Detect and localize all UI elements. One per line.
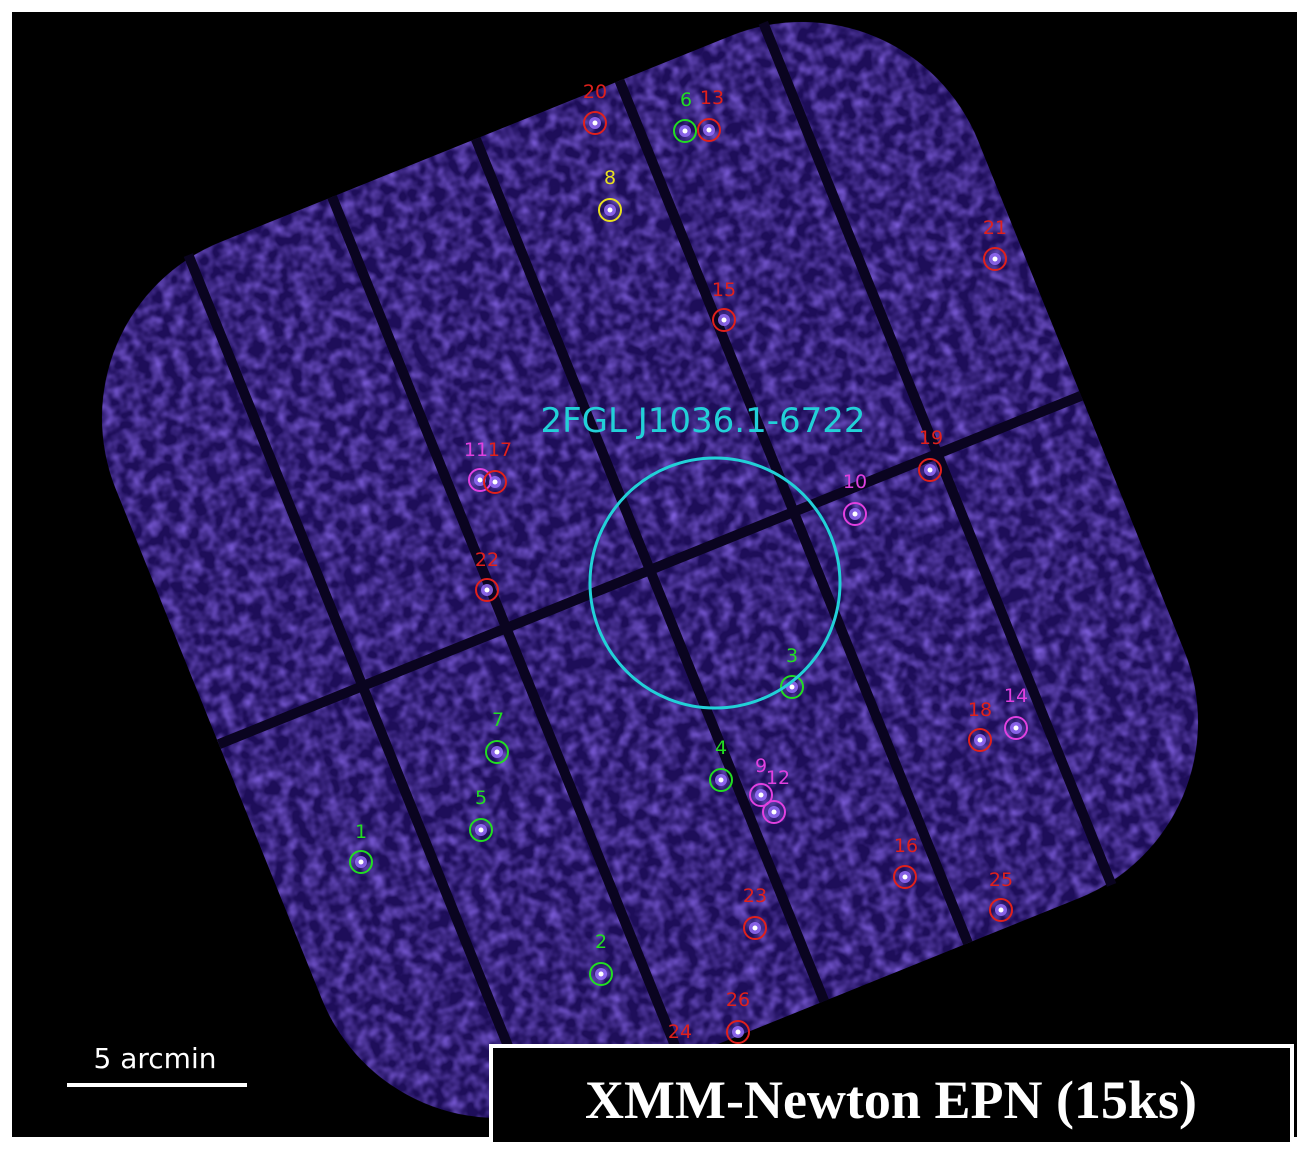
source-core: [479, 828, 484, 833]
source-label: 18: [968, 699, 992, 721]
source-label: 10: [843, 471, 867, 493]
source-core: [719, 778, 724, 783]
source-core: [753, 926, 758, 931]
source-label: 24: [668, 1021, 692, 1043]
source-core: [599, 972, 604, 977]
source-label: 25: [989, 869, 1013, 891]
source-label: 17: [488, 439, 512, 461]
source-core: [999, 908, 1004, 913]
source-label: 5: [475, 787, 487, 809]
source-core: [495, 750, 500, 755]
source-label: 4: [715, 737, 727, 759]
source-label: 15: [712, 279, 736, 301]
source-label: 2: [595, 931, 607, 953]
source-label: 3: [786, 645, 798, 667]
source-core: [978, 738, 983, 743]
source-label: 14: [1004, 685, 1028, 707]
source-core: [993, 257, 998, 262]
source-label: 11: [464, 439, 488, 461]
source-core: [485, 588, 490, 593]
source-label: 23: [743, 885, 767, 907]
source-core: [759, 793, 764, 798]
scale-label: 5 arcmin: [94, 1042, 217, 1075]
source-label: 12: [766, 767, 790, 789]
source-label: 7: [492, 709, 504, 731]
source-core: [608, 208, 613, 213]
source-core: [359, 860, 364, 865]
source-core: [853, 512, 858, 517]
source-core: [683, 129, 688, 134]
source-label: 26: [726, 989, 750, 1011]
source-label: 21: [983, 217, 1007, 239]
source-core: [493, 480, 498, 485]
caption: XMM-Newton EPN (15ks): [585, 1070, 1197, 1130]
source-label: 16: [894, 835, 918, 857]
source-core: [593, 121, 598, 126]
source-core: [1014, 726, 1019, 731]
image: 2061382115191117102231814749125116252322…: [0, 0, 1297, 1153]
target-label: 2FGL J1036.1-6722: [540, 401, 865, 441]
source-core: [928, 468, 933, 473]
source-core: [903, 875, 908, 880]
source-core: [707, 128, 712, 133]
source-core: [772, 810, 777, 815]
source-label: 1: [355, 821, 367, 843]
source-core: [722, 318, 727, 323]
page: {"image": { "target": {"label": "2FGL J1…: [0, 0, 1297, 1153]
source-label: 13: [700, 87, 724, 109]
source-label: 22: [475, 549, 499, 571]
source-core: [790, 685, 795, 690]
source-label: 19: [919, 427, 943, 449]
source-label: 20: [583, 81, 607, 103]
source-core: [736, 1030, 741, 1035]
source-label: 6: [680, 89, 692, 111]
source-label: 8: [604, 167, 616, 189]
source-core: [478, 478, 483, 483]
